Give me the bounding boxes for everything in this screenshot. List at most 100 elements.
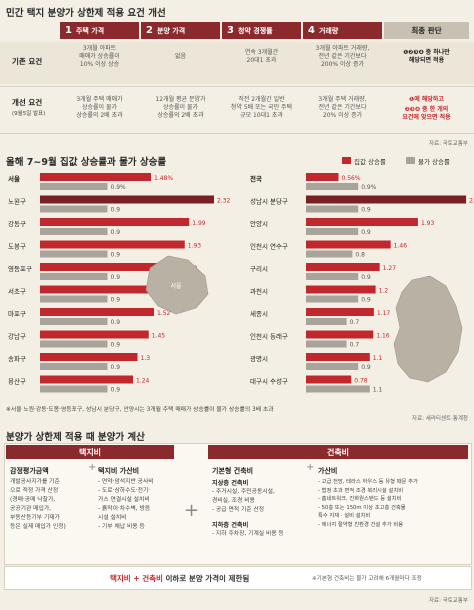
nation-value-house-1: 2.76% <box>469 198 474 205</box>
nation-label-8: 광명시 <box>250 354 268 363</box>
seoul-bar-cpi-4 <box>40 273 108 280</box>
nation-label-9: 대구시 수성구 <box>250 377 288 386</box>
nation-bar-cpi-7 <box>306 340 347 348</box>
nation-bar-cpi-6 <box>306 318 347 325</box>
cell-existing-3: 연속 3개월간 20대1 초과 <box>244 49 279 64</box>
chart-seoul: 서울 1.48% 0.9% 노원구 2.32 0.9 강동구 1.99 0.9 도봉구 1.93 0.… <box>8 173 231 394</box>
seoul-map-shape <box>145 255 209 315</box>
cell-existing-1: 3개월 아파트 매매가 상승률이 10% 이상 상승 <box>79 45 120 68</box>
calc-head-build: 건축비 <box>208 445 468 459</box>
col-header-final: 최종 판단 <box>384 22 469 39</box>
nation-value-house-6: 1.17 <box>377 310 391 317</box>
section-title-chart: 올해 7~9월 집값 상승률과 물가 상승률 <box>6 157 167 168</box>
cell-improved-2: 12개월 평균 분양가 상승률이 물가 상승률의 2배 초과 <box>155 96 206 119</box>
cell-improved-3: 직전 2개월간 일반 청약 5배 또는 국민 주택 규모 10대1 초과 <box>230 96 293 119</box>
source-chart: 자료: 세라티센트·통계청 <box>412 416 468 422</box>
seoul-bar-cpi-8 <box>40 363 108 370</box>
nation-bar-house-3 <box>306 240 391 249</box>
seoul-bar-cpi-2 <box>40 228 108 235</box>
col-header-sale-price: 2 분양 가격 <box>141 22 220 39</box>
nation-value-house-2: 1.93 <box>421 220 435 227</box>
cell-existing-4: 3개월 아파트 거래량, 전년 같은 기간보다 200% 이상 증가 <box>315 45 370 68</box>
seoul-value-cpi-9: 0.9 <box>111 387 121 394</box>
result-text: 택지비 + 건축비 이하로 분양 가격이 제한됨 <box>110 574 250 583</box>
source-bottom: 자료: 국토교통부 <box>428 598 468 604</box>
calc-panel <box>4 443 472 565</box>
nation-bar-house-0 <box>306 173 339 181</box>
nation-label-1: 성남시 분당구 <box>250 197 288 206</box>
seoul-value-house-9: 1.24 <box>136 378 150 385</box>
nation-value-house-8: 1.1 <box>373 355 383 362</box>
calc-head-land: 택지비 <box>6 445 174 459</box>
seoul-label-3: 도봉구 <box>8 243 26 251</box>
nation-bar-house-4 <box>306 263 380 271</box>
seoul-bar-house-1 <box>40 195 214 204</box>
calc-col2-title: 택지비 가산비 <box>98 467 140 475</box>
nation-bar-cpi-3 <box>306 250 353 258</box>
korea-map-shape <box>393 275 463 383</box>
nation-value-cpi-9: 1.1 <box>373 387 383 394</box>
seoul-label-6: 마포구 <box>8 309 26 318</box>
col-header-volume: 4 거래량 <box>303 22 382 39</box>
cell-improved-final-a: ❶에 해당하고 <box>409 96 444 103</box>
nation-value-house-5: 1.2 <box>379 288 389 295</box>
calc-col3-text1: - 주거시설, 주민공동시설, 경비실, 조경 비용 - 공급 면적 기준 산정 <box>212 489 275 513</box>
calc-col1-text: 개발공사지가를 기준 으로 적정 가격 산정 (경매·공매 낙찰가, 공공기관 … <box>10 479 66 530</box>
nation-value-cpi-3: 0.8 <box>355 252 365 259</box>
nation-value-house-3: 1.46 <box>394 243 408 250</box>
seoul-value-cpi-3: 0.9 <box>111 252 121 259</box>
bar-charts: 서울 1.48% 0.9% 노원구 2.32 0.9 강동구 1.99 0.9 도봉구 1.93 0.… <box>8 173 474 394</box>
seoul-bar-house-6 <box>40 308 154 316</box>
nation-value-cpi-8: 0.9 <box>361 364 371 371</box>
nation-bar-house-5 <box>306 285 376 294</box>
seoul-value-cpi-2: 0.9 <box>111 229 121 236</box>
nation-value-cpi-1: 0.9 <box>361 207 371 214</box>
nation-value-cpi-2: 0.9 <box>361 229 371 236</box>
seoul-bar-cpi-6 <box>40 318 108 325</box>
seoul-label-0: 서울 <box>8 174 20 183</box>
seoul-value-house-3: 1.93 <box>188 243 202 250</box>
seoul-bar-house-3 <box>40 240 185 249</box>
row-label-improved: 개선 요건 <box>12 98 43 107</box>
nation-bar-house-1 <box>306 195 467 204</box>
seoul-value-house-6: 1.52 <box>157 310 171 317</box>
nation-label-2: 안양시 <box>250 219 268 228</box>
seoul-value-house-2: 1.99 <box>192 220 206 227</box>
cell-existing-2: 없음 <box>174 53 187 60</box>
seoul-map-label: 서울 <box>170 282 182 290</box>
seoul-bar-house-0 <box>40 173 151 181</box>
chart-nation: 전국 0.56%0.9% 성남시 분당구 2.76% 0.9 안양시 1.93 0.9 인천시 … <box>250 173 474 394</box>
legend-label-house: 집값 상승률 <box>354 158 386 166</box>
nation-label-0: 전국 <box>250 174 262 183</box>
nation-label-4: 구리시 <box>250 264 268 273</box>
seoul-label-5: 서초구 <box>8 287 26 296</box>
seoul-value-cpi-0: 0.9% <box>111 184 127 191</box>
seoul-bar-cpi-1 <box>40 205 108 213</box>
seoul-bar-cpi-3 <box>40 250 108 258</box>
nation-value-cpi-5: 0.9 <box>361 297 371 304</box>
cell-improved-final-b: ❷❸❹ 중 한 개의 요건에 맞으면 적용 <box>402 106 451 121</box>
seoul-label-1: 노원구 <box>8 197 26 206</box>
row-existing-bg <box>0 42 474 84</box>
seoul-label-4: 영등포구 <box>8 264 32 273</box>
seoul-value-house-7: 1.45 <box>152 333 166 340</box>
section-title-calc: 분양가 상한제 적용 때 분양가 계산 <box>6 432 145 443</box>
nation-bar-cpi-2 <box>306 228 359 235</box>
plus-sign-2: + <box>306 462 315 473</box>
calc-col4-text: - 고급 전망, 테라스 하우스 등 유형 때문 추가 - 법정 초과 면적 조… <box>318 479 418 528</box>
col-header-price: 1 주택 가격 <box>60 22 139 39</box>
calc-col3-sub1: 지상층 건축비 <box>212 480 249 487</box>
nation-value-cpi-7: 0.7 <box>350 342 360 349</box>
cell-improved-1: 3개월 주택 매매가 상승률이 물가 상승률의 2배 초과 <box>76 96 123 119</box>
seoul-bar-house-5 <box>40 285 172 294</box>
nation-label-3: 인천시 연수구 <box>250 242 288 251</box>
seoul-bar-house-8 <box>40 353 138 361</box>
row-improved-bg <box>0 86 474 134</box>
seoul-value-cpi-1: 0.9 <box>111 207 121 214</box>
legend-swatch-house <box>342 157 351 164</box>
seoul-label-7: 강남구 <box>8 332 26 341</box>
chart-footnote: ※서울 노원·강동·도봉·영등포구, 성남시 분당구, 안양시는 3개월 주택 … <box>6 407 274 413</box>
seoul-value-cpi-6: 0.9 <box>111 319 121 326</box>
nation-bar-cpi-5 <box>306 295 359 303</box>
seoul-bar-house-4 <box>40 263 181 271</box>
